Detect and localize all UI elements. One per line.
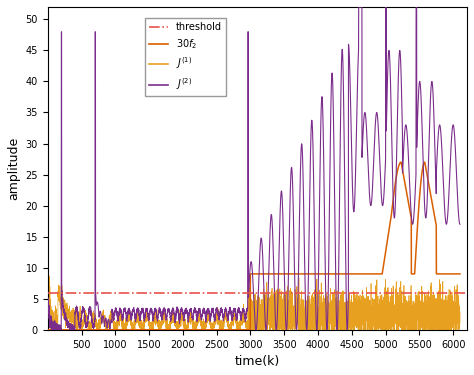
Y-axis label: amplitude: amplitude: [7, 137, 20, 200]
X-axis label: time(k): time(k): [235, 355, 280, 368]
Legend: threshold, $30f_2$, $J^{(1)}$, $J^{(2)}$: threshold, $30f_2$, $J^{(1)}$, $J^{(2)}$: [145, 18, 226, 96]
